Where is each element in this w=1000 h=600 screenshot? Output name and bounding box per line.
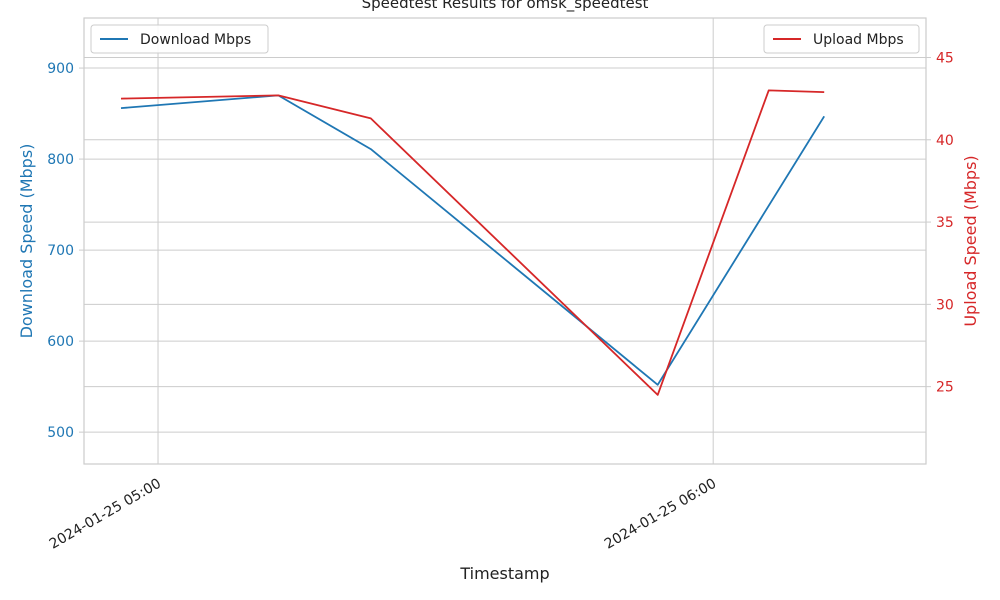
left-tick-label: 600 (47, 334, 74, 350)
series-lines (120, 89, 825, 396)
x-axis-ticks: 2024-01-25 05:00 2024-01-25 06:00 (47, 476, 719, 553)
right-tick-label: 40 (936, 133, 954, 149)
left-tick-label: 500 (47, 425, 74, 441)
series-line-upload (120, 89, 825, 396)
left-axis-label: Download Speed (Mbps) (17, 144, 36, 339)
legend-upload-frame (763, 24, 920, 54)
right-tick-label: 30 (936, 297, 954, 313)
left-tick-label: 800 (47, 152, 74, 168)
legend-download-frame (90, 24, 269, 54)
grid-lines (84, 18, 926, 464)
plot-frame (83, 17, 927, 465)
left-tick-label: 900 (47, 61, 74, 77)
legend-upload-label: Upload Mbps (813, 32, 904, 48)
legend-upload: Upload Mbps (763, 24, 920, 54)
chart-title: Speedtest Results for omsk_speedtest (362, 0, 649, 13)
right-tick-label: 45 (936, 50, 954, 66)
x-axis-label: Timestamp (459, 564, 549, 583)
left-axis-ticks: 500 600 700 800 900 (47, 61, 84, 441)
left-tick-label: 700 (47, 243, 74, 259)
x-tick-label: 2024-01-25 06:00 (602, 476, 719, 553)
legend-download: Download Mbps (90, 24, 269, 54)
legend-download-label: Download Mbps (140, 32, 251, 48)
right-tick-label: 25 (936, 380, 954, 396)
right-axis-ticks: 25 30 35 40 45 (926, 50, 954, 396)
right-tick-label: 35 (936, 215, 954, 231)
series-line-download (120, 94, 825, 386)
x-tick-label: 2024-01-25 05:00 (47, 476, 164, 553)
right-axis-label: Upload Speed (Mbps) (961, 155, 980, 326)
